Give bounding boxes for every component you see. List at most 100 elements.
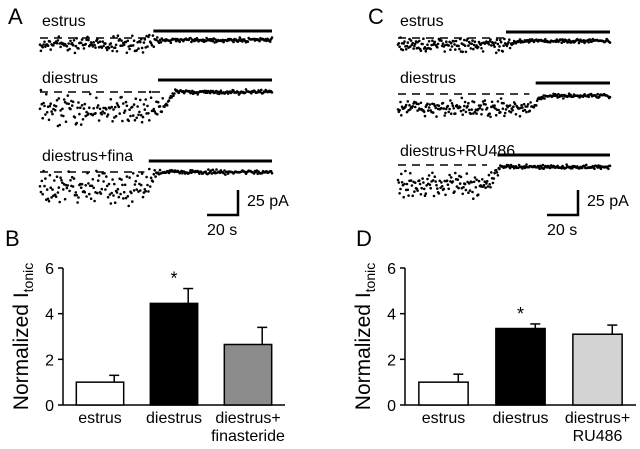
trace-point bbox=[116, 187, 120, 191]
trace-point bbox=[222, 171, 225, 175]
trace-point bbox=[119, 192, 122, 196]
trace-point bbox=[480, 47, 483, 50]
trace-point bbox=[485, 106, 489, 110]
trace-point bbox=[587, 95, 590, 99]
scale-y-label: 25 pA bbox=[587, 193, 629, 210]
trace-point bbox=[50, 110, 53, 113]
trace-point bbox=[79, 41, 83, 45]
trace-point bbox=[87, 38, 90, 42]
trace-point bbox=[73, 193, 77, 197]
y-tick-label: 0 bbox=[387, 398, 396, 415]
trace-point bbox=[167, 171, 171, 175]
trace-point bbox=[80, 38, 84, 41]
trace-point bbox=[39, 190, 43, 194]
trace-point bbox=[406, 188, 410, 192]
trace-point bbox=[471, 39, 474, 42]
trace-point bbox=[134, 179, 138, 183]
x-tick-label: diestrus bbox=[146, 410, 202, 427]
trace-point bbox=[413, 105, 417, 109]
trace-point bbox=[136, 174, 139, 177]
trace-point bbox=[481, 108, 484, 111]
trace-point bbox=[39, 88, 43, 92]
trace-point bbox=[101, 172, 104, 175]
trace-point bbox=[129, 114, 132, 118]
trace-point bbox=[404, 48, 408, 51]
trace-point bbox=[75, 121, 78, 125]
trace-point bbox=[464, 188, 468, 192]
trace-point bbox=[53, 179, 56, 182]
trace-point bbox=[498, 167, 501, 171]
trace-point bbox=[398, 108, 401, 112]
trace-point bbox=[56, 191, 60, 194]
trace-point bbox=[442, 107, 446, 110]
trace-point bbox=[132, 103, 136, 106]
trace-point bbox=[108, 193, 112, 196]
trace-point bbox=[496, 174, 500, 177]
trace-point bbox=[433, 175, 437, 178]
trace-point bbox=[471, 190, 474, 194]
trace-point bbox=[111, 178, 114, 181]
trace-point bbox=[454, 48, 457, 51]
trace-point bbox=[429, 186, 433, 190]
trace-point bbox=[448, 107, 451, 111]
trace-point bbox=[171, 92, 174, 95]
trace-point bbox=[548, 166, 552, 170]
trace-point bbox=[607, 167, 610, 171]
trace-point bbox=[62, 188, 65, 191]
trace-point bbox=[494, 41, 497, 44]
trace-point bbox=[472, 47, 475, 51]
trace-point bbox=[67, 42, 70, 45]
trace-point bbox=[401, 48, 405, 52]
trace-point bbox=[409, 39, 413, 42]
trace-point bbox=[148, 33, 151, 37]
trace-point bbox=[112, 35, 115, 38]
trace-point bbox=[512, 105, 515, 108]
trace-point bbox=[151, 180, 155, 183]
x-tick-label-line: finasteride bbox=[211, 428, 285, 445]
trace-point bbox=[467, 108, 471, 112]
trace-point bbox=[105, 175, 108, 178]
trace-point bbox=[484, 103, 487, 106]
trace-point bbox=[81, 118, 85, 121]
y-axis-label-sub: tonic bbox=[20, 263, 36, 293]
trace-point bbox=[95, 96, 98, 100]
trace-point bbox=[88, 184, 92, 188]
trace-point bbox=[139, 98, 142, 102]
trace-point bbox=[422, 37, 425, 40]
trace-point bbox=[41, 192, 44, 196]
trace-point bbox=[113, 105, 117, 109]
trace-point bbox=[499, 38, 502, 42]
trace-point bbox=[490, 100, 494, 104]
trace-point bbox=[131, 34, 134, 38]
current-trace bbox=[396, 92, 612, 119]
trace-point bbox=[463, 104, 466, 108]
trace-point bbox=[135, 49, 138, 52]
trace-point bbox=[146, 104, 149, 108]
trace-point bbox=[140, 120, 144, 124]
trace-point bbox=[131, 44, 135, 47]
trace-point bbox=[427, 40, 431, 43]
trace-point bbox=[544, 38, 547, 41]
trace-point bbox=[165, 104, 169, 107]
trace-point bbox=[494, 113, 498, 117]
scale-bar bbox=[547, 190, 580, 217]
y-tick-label: 2 bbox=[45, 352, 54, 369]
trace-point bbox=[41, 116, 44, 120]
trace-point bbox=[400, 114, 403, 117]
trace-point bbox=[451, 104, 455, 107]
trace-point bbox=[122, 111, 126, 114]
scale-x-label: 20 s bbox=[207, 222, 237, 239]
y-tick-label: 0 bbox=[45, 398, 54, 415]
trace-point bbox=[156, 113, 159, 116]
trace-point bbox=[75, 37, 78, 40]
trace-point bbox=[435, 115, 438, 118]
bar bbox=[75, 381, 125, 406]
trace-point bbox=[74, 191, 78, 194]
trace-point bbox=[91, 113, 95, 117]
trace-point bbox=[472, 100, 476, 104]
trace-point bbox=[436, 187, 439, 190]
trace-point bbox=[526, 103, 530, 106]
trace-point bbox=[127, 119, 130, 123]
trace-point bbox=[470, 108, 474, 111]
trace-point bbox=[116, 34, 120, 37]
